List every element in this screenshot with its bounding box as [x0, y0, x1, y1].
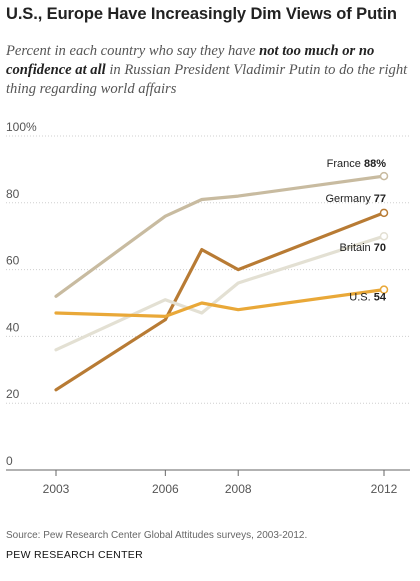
series-label-france: France 88%: [327, 158, 387, 170]
series-line-britain: [54, 234, 386, 352]
series-label-us: U.S. 54: [349, 292, 387, 304]
series-name: Britain: [340, 242, 374, 254]
series-labels: France 88% Germany 77 Britain 70 U.S. 54: [325, 158, 386, 304]
series-line-france: [54, 174, 386, 298]
end-marker: [379, 208, 389, 218]
series-label-germany: Germany 77: [325, 193, 386, 205]
x-tick-label: 2012: [371, 482, 398, 496]
y-tick-label: 40: [6, 320, 20, 334]
series-lines: [54, 171, 389, 392]
series-value: 88%: [364, 158, 386, 170]
y-tick-label: 100%: [6, 120, 37, 134]
end-marker: [379, 231, 389, 241]
series-label-britain: Britain 70: [340, 242, 387, 254]
series-line-us: [54, 288, 386, 318]
x-tick-label: 2003: [43, 482, 70, 496]
x-tick-label: 2008: [225, 482, 252, 496]
y-tick-label: 0: [6, 454, 13, 468]
subtitle-emphasis: not too much or no confidence at all: [6, 43, 375, 78]
series-value: 70: [374, 242, 386, 254]
series-value: 54: [374, 292, 387, 304]
subtitle-text-start: Percent in each country who say they hav…: [6, 43, 260, 59]
series-name: France: [327, 158, 364, 170]
end-marker: [379, 285, 389, 294]
series-name: Germany: [325, 193, 373, 205]
chart-subtitle: Percent in each country who say they hav…: [6, 42, 416, 99]
series-value: 77: [374, 193, 386, 205]
x-tick-label: 2006: [152, 482, 179, 496]
end-marker: [379, 171, 389, 181]
y-tick-label: 20: [6, 387, 20, 401]
series-name: U.S.: [349, 292, 373, 304]
chart-title: U.S., Europe Have Increasingly Dim Views…: [6, 5, 397, 23]
series-line-germany: [54, 211, 386, 392]
y-tick-label: 60: [6, 254, 20, 268]
source-note: Source: Pew Research Center Global Attit…: [6, 530, 308, 541]
subtitle-text-end: in Russian President Vladimir Putin to d…: [6, 62, 408, 97]
y-tick-label: 80: [6, 187, 20, 201]
gridlines: [6, 135, 410, 404]
axes: 0 20 40 60 80 100% 2003 2006 2008 2012: [6, 120, 410, 496]
brand-logo-text: PEW RESEARCH CENTER: [6, 549, 143, 561]
